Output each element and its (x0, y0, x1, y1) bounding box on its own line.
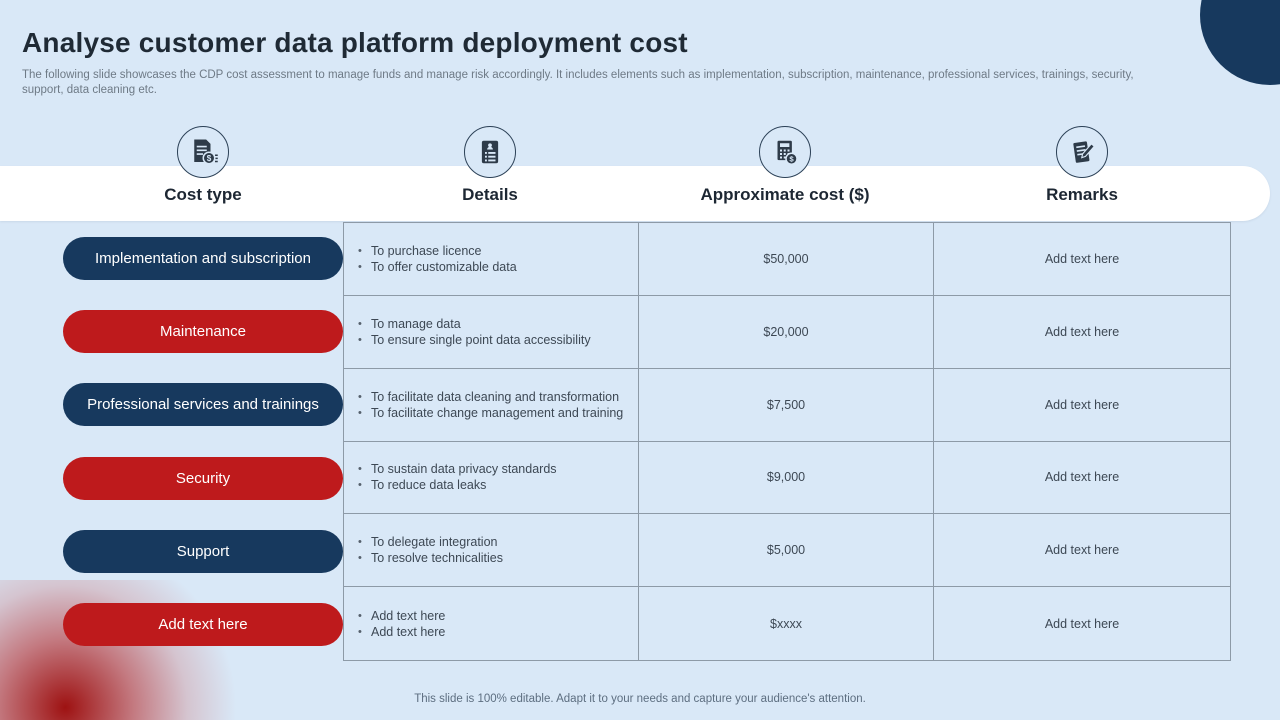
details-cell: To manage dataTo ensure single point dat… (344, 295, 639, 369)
detail-item: To resolve technicalities (354, 550, 630, 566)
cost-type-pill-label: Professional services and trainings (87, 396, 319, 414)
details-list: To purchase licenceTo offer customizable… (354, 243, 630, 275)
cost-type-pill: Security (63, 456, 343, 500)
column-header-remarks: Remarks (932, 126, 1232, 205)
cost-type-pill-label: Security (175, 469, 231, 487)
detail-item: To facilitate data cleaning and transfor… (354, 389, 630, 405)
pill-slot: Security (63, 442, 343, 515)
cost-cell: $5,000 (639, 514, 934, 588)
detail-item: To facilitate change management and trai… (354, 405, 630, 421)
pill-slot: Implementation and subscription (63, 222, 343, 295)
column-header-details: Details (340, 126, 640, 205)
details-list: To facilitate data cleaning and transfor… (354, 389, 630, 421)
details-list: To manage dataTo ensure single point dat… (354, 316, 630, 348)
remark-cell: Add text here (934, 223, 1230, 296)
cost-type-pill-label: Implementation and subscription (95, 250, 311, 268)
detail-item: Add text here (354, 624, 630, 640)
note-pencil-icon (1056, 126, 1108, 178)
detail-item: To reduce data leaks (354, 477, 630, 493)
remark-cell: Add text here (934, 442, 1230, 515)
footer-note: This slide is 100% editable. Adapt it to… (414, 693, 866, 705)
corner-accent-circle (1200, 0, 1280, 85)
details-list: To sustain data privacy standardsTo redu… (354, 461, 630, 493)
cost-cell: $50,000 (639, 223, 934, 296)
detail-item: To ensure single point data accessibilit… (354, 332, 630, 348)
svg-text:$: $ (789, 155, 794, 164)
pill-slot: Add text here (63, 588, 343, 661)
detail-item: To purchase licence (354, 243, 630, 259)
remark-cell: Add text here (1044, 616, 1120, 631)
pill-slot: Maintenance (63, 295, 343, 368)
details-cell: To sustain data privacy standardsTo redu… (344, 441, 639, 515)
remark-cell: Add text here (934, 296, 1230, 369)
page-title: Analyse customer data platform deploymen… (22, 27, 688, 58)
remark-cell: Add text here (934, 369, 1230, 442)
cost-type-pill: Maintenance (63, 310, 343, 354)
calculator-dollar-icon: $ (759, 126, 811, 178)
cost-type-pill: Implementation and subscription (63, 237, 343, 281)
details-cell: To facilitate data cleaning and transfor… (344, 368, 639, 442)
details-list: To delegate integrationTo resolve techni… (354, 534, 630, 566)
cost-cell: $7,500 (639, 368, 934, 442)
cost-type-pill: Support (63, 529, 343, 573)
details-cell: Add text hereAdd text here (344, 587, 639, 660)
pill-slot: Support (63, 515, 343, 588)
detail-item: To sustain data privacy standards (354, 461, 630, 477)
subtitle: The following slide showcases the CDP co… (22, 69, 1134, 96)
remark-cell: Add text here (934, 514, 1230, 588)
detail-item: To delegate integration (354, 534, 630, 550)
details-cell: To delegate integrationTo resolve techni… (344, 514, 639, 588)
cost-type-pill-label: Support (176, 542, 230, 560)
cost-type-pill: Add text here (63, 602, 343, 646)
cost-table: To purchase licenceTo offer customizable… (343, 222, 1231, 661)
column-label: Details (462, 185, 518, 204)
cost-type-pill-label: Add text here (158, 615, 248, 633)
column-header-cost-type: $ Cost type (53, 126, 353, 205)
cost-type-pill: Professional services and trainings (63, 383, 343, 427)
cost-cell: $xxxx (639, 587, 934, 660)
details-list: Add text hereAdd text here (354, 608, 630, 640)
cost-type-pill-label: Maintenance (160, 323, 246, 341)
detail-item: To offer customizable data (354, 259, 630, 275)
cost-cell: $20,000 (639, 295, 934, 369)
detail-item: To manage data (354, 316, 630, 332)
column-label: Approximate cost ($) (700, 185, 870, 204)
column-label: Cost type (164, 185, 242, 204)
pill-slot: Professional services and trainings (63, 368, 343, 441)
details-cell: To purchase licenceTo offer customizable… (344, 223, 639, 296)
cost-cell: $9,000 (639, 441, 934, 515)
cost-type-column: Implementation and subscription Maintena… (63, 222, 343, 661)
svg-text:$: $ (207, 154, 212, 163)
column-label: Remarks (1046, 185, 1118, 204)
column-header-approx-cost: $ Approximate cost ($) (635, 126, 935, 205)
clipboard-person-icon (464, 126, 516, 178)
detail-item: Add text here (354, 608, 630, 624)
document-coins-icon: $ (177, 126, 229, 178)
